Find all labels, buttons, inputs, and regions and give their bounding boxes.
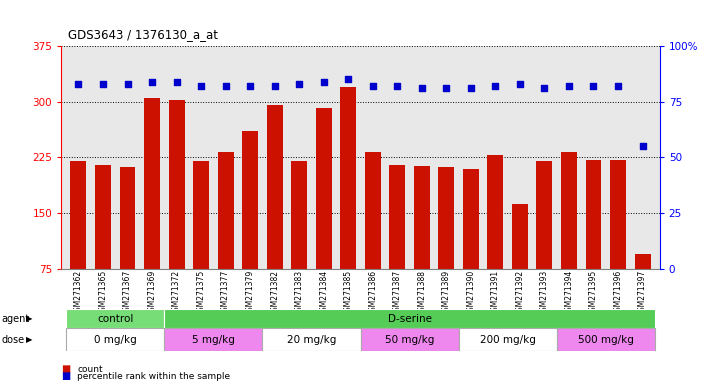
Bar: [414, 166, 430, 324]
Text: 50 mg/kg: 50 mg/kg: [385, 335, 434, 345]
Bar: [144, 98, 160, 324]
Point: [269, 83, 280, 89]
Point: [146, 79, 158, 85]
Point: [441, 85, 452, 91]
Bar: [438, 167, 454, 324]
Point: [612, 83, 624, 89]
Bar: [193, 161, 209, 324]
Text: ▶: ▶: [26, 335, 32, 344]
Point: [416, 85, 428, 91]
Bar: [262, 328, 360, 351]
Bar: [557, 328, 655, 351]
Bar: [610, 160, 626, 324]
Bar: [242, 131, 258, 324]
Bar: [218, 152, 234, 324]
Bar: [365, 152, 381, 324]
Text: 5 mg/kg: 5 mg/kg: [192, 335, 235, 345]
Point: [293, 81, 305, 87]
Bar: [267, 106, 283, 324]
Bar: [634, 254, 650, 324]
Text: 500 mg/kg: 500 mg/kg: [578, 335, 634, 345]
Bar: [487, 155, 503, 324]
Bar: [316, 108, 332, 324]
Point: [514, 81, 526, 87]
Point: [171, 79, 182, 85]
Point: [342, 76, 354, 83]
Bar: [71, 161, 87, 324]
Text: dose: dose: [1, 335, 25, 345]
Bar: [463, 169, 479, 324]
Point: [490, 83, 501, 89]
Point: [73, 81, 84, 87]
Text: 20 mg/kg: 20 mg/kg: [287, 335, 336, 345]
Bar: [120, 167, 136, 324]
Text: GDS3643 / 1376130_a_at: GDS3643 / 1376130_a_at: [68, 28, 218, 41]
Point: [465, 85, 477, 91]
Bar: [585, 160, 601, 324]
Bar: [536, 161, 552, 324]
Bar: [164, 328, 262, 351]
Text: D-serine: D-serine: [388, 314, 432, 324]
Bar: [360, 328, 459, 351]
Bar: [66, 309, 164, 328]
Bar: [164, 309, 655, 328]
Bar: [459, 328, 557, 351]
Text: ■: ■: [61, 371, 71, 381]
Point: [97, 81, 109, 87]
Point: [220, 83, 231, 89]
Bar: [291, 161, 307, 324]
Text: control: control: [97, 314, 133, 324]
Point: [195, 83, 207, 89]
Point: [563, 83, 575, 89]
Bar: [561, 152, 577, 324]
Text: ■: ■: [61, 364, 71, 374]
Point: [244, 83, 256, 89]
Point: [318, 79, 329, 85]
Bar: [169, 100, 185, 324]
Text: percentile rank within the sample: percentile rank within the sample: [77, 372, 230, 381]
Text: 0 mg/kg: 0 mg/kg: [94, 335, 136, 345]
Bar: [512, 204, 528, 324]
Point: [637, 143, 648, 149]
Bar: [340, 87, 356, 324]
Point: [588, 83, 599, 89]
Bar: [66, 328, 164, 351]
Point: [367, 83, 379, 89]
Point: [392, 83, 403, 89]
Point: [539, 85, 550, 91]
Bar: [389, 165, 405, 324]
Point: [122, 81, 133, 87]
Bar: [95, 165, 111, 324]
Text: ▶: ▶: [26, 314, 32, 323]
Text: 200 mg/kg: 200 mg/kg: [479, 335, 536, 345]
Text: count: count: [77, 365, 103, 374]
Text: agent: agent: [1, 314, 30, 324]
